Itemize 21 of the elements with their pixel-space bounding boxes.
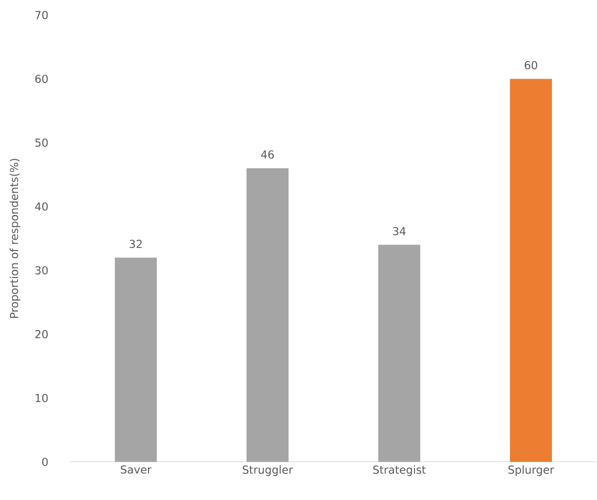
- data-label: 60: [524, 61, 538, 70]
- y-tick-label: 10: [36, 394, 48, 402]
- y-tick-label: 40: [35, 202, 48, 211]
- bar: [246, 168, 289, 462]
- bar: [510, 78, 552, 462]
- data-label: 46: [261, 150, 274, 159]
- y-tick-label: 60: [35, 74, 48, 84]
- data-label: 32: [130, 240, 142, 248]
- x-tick-label: Struggler: [242, 465, 293, 476]
- y-tick-label: 30: [35, 266, 48, 275]
- x-tick-label: Saver: [120, 465, 152, 474]
- x-tick-label: Splurger: [508, 465, 554, 476]
- data-label: 34: [393, 227, 406, 236]
- y-tick-label: 50: [35, 138, 48, 147]
- y-tick-label: 70: [35, 10, 48, 20]
- x-tick-label: Strategist: [373, 465, 426, 476]
- y-axis-title: Proportion of respondents(%): [10, 158, 20, 318]
- y-tick-label: 20: [35, 330, 48, 338]
- bar: [378, 244, 420, 462]
- bar: [114, 258, 157, 462]
- y-tick-label: 0: [42, 458, 48, 466]
